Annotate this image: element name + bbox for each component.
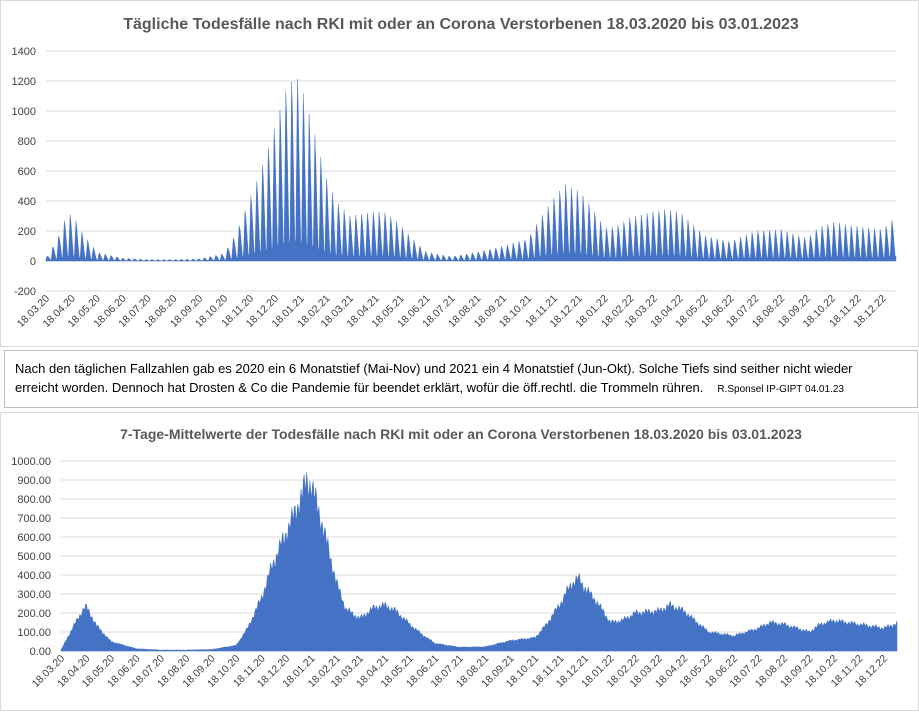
y-tick-label: 600.00: [17, 532, 51, 544]
signature: R.Sponsel IP-GIPT 04.01.23: [717, 384, 844, 395]
y-tick-label: 600: [18, 166, 36, 178]
comment-line-1: Nach den täglichen Fallzahlen gab es 202…: [15, 361, 853, 376]
y-tick-label: 900.00: [17, 475, 51, 487]
y-tick-label: 1400: [12, 46, 36, 58]
seven-day-average-area: [60, 472, 898, 652]
y-tick-label: 500.00: [17, 551, 51, 563]
comment-box: Nach den täglichen Fallzahlen gab es 202…: [4, 350, 918, 408]
y-tick-label: 200.00: [17, 608, 51, 620]
daily-deaths-area: [45, 78, 897, 262]
daily-deaths-chart-svg: Tägliche Todesfälle nach RKI mit oder an…: [12, 16, 897, 330]
y-tick-label: 200: [18, 226, 36, 238]
y-tick-label: 700.00: [17, 513, 51, 525]
y-tick-label: 800.00: [17, 494, 51, 506]
daily-deaths-chart: Tägliche Todesfälle nach RKI mit oder an…: [0, 0, 919, 347]
y-tick-label: 400: [18, 196, 36, 208]
y-tick-label: 1200: [12, 76, 36, 88]
y-tick-label: 0.00: [30, 646, 51, 658]
y-tick-label: 800: [18, 136, 36, 148]
comment-line-2: erreicht worden. Dennoch hat Drosten & C…: [15, 380, 704, 395]
y-tick-label: 300.00: [17, 589, 51, 601]
y-tick-label: -200: [14, 286, 36, 298]
comment-text: Nach den täglichen Fallzahlen gab es 202…: [15, 359, 905, 399]
chart-title: 7-Tage-Mittelwerte der Todesfälle nach R…: [120, 426, 802, 442]
y-tick-label: 1000.00: [11, 456, 51, 468]
y-tick-label: 400.00: [17, 570, 51, 582]
y-tick-label: 0: [30, 256, 36, 268]
seven-day-average-chart-svg: 7-Tage-Mittelwerte der Todesfälle nach R…: [11, 426, 898, 690]
seven-day-average-chart: 7-Tage-Mittelwerte der Todesfälle nach R…: [0, 412, 919, 711]
chart-title: Tägliche Todesfälle nach RKI mit oder an…: [123, 16, 799, 33]
y-tick-label: 1000: [12, 106, 36, 118]
y-tick-label: 100.00: [17, 627, 51, 639]
